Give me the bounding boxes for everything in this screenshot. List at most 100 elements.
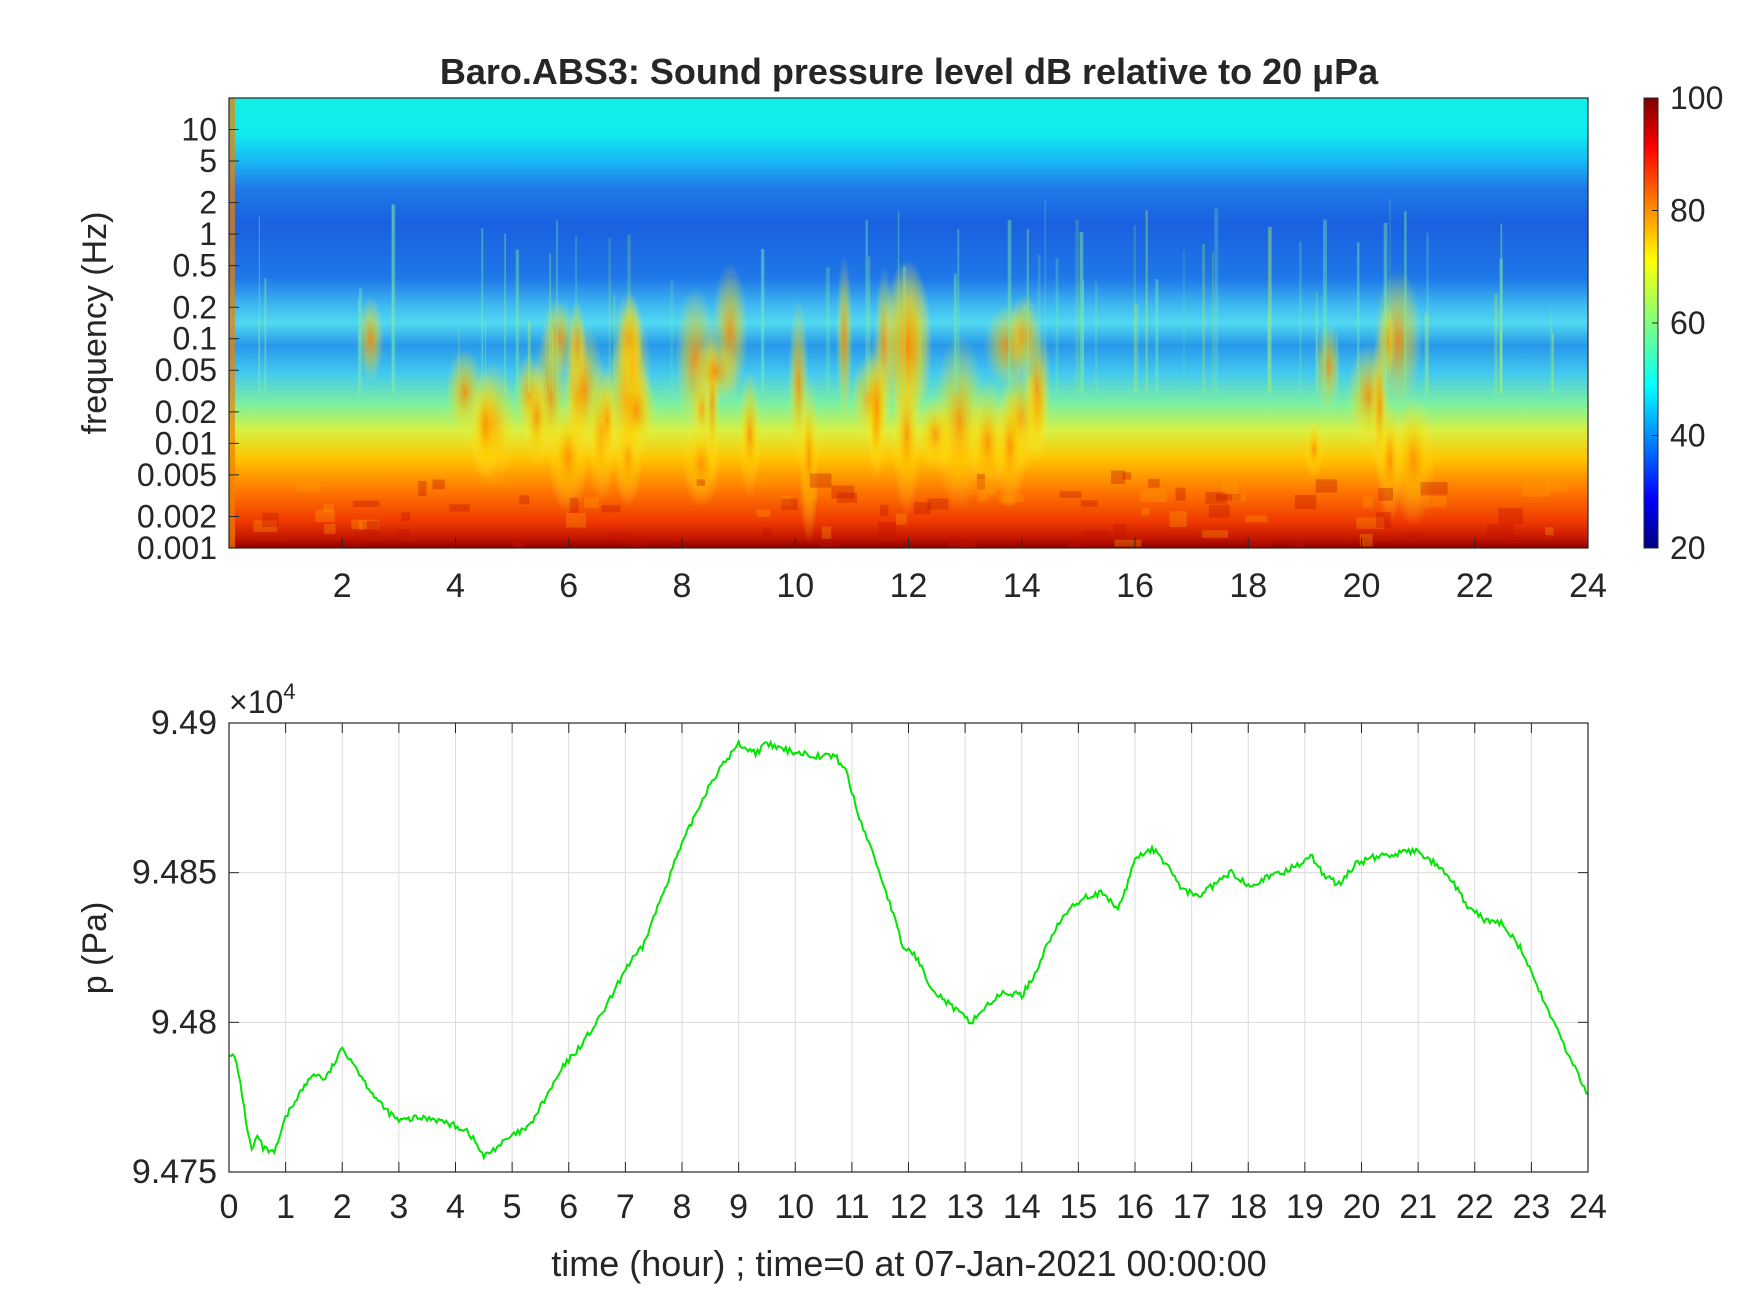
line-y-tick-label: 9.49 bbox=[151, 704, 217, 742]
spectrogram-low-cell bbox=[1208, 504, 1230, 518]
spectrogram-low-cell bbox=[449, 504, 470, 512]
spectrogram-low-cell bbox=[1169, 511, 1187, 528]
spectrogram-low-cell bbox=[1420, 482, 1448, 496]
spectrogram-low-cell bbox=[1247, 540, 1272, 548]
spectrogram-left-edge bbox=[229, 98, 235, 548]
line-x-tick-label: 15 bbox=[1059, 1188, 1097, 1226]
line-x-tick-label: 12 bbox=[890, 1188, 928, 1226]
spectrogram-x-tick-label: 14 bbox=[1003, 567, 1041, 605]
spectrogram-low-cell bbox=[1509, 536, 1522, 544]
spectrogram-low-cell bbox=[1140, 489, 1168, 502]
spectrogram-low-cell bbox=[803, 490, 818, 502]
pressure-series-line bbox=[229, 738, 1588, 1161]
colorbar-tick-label: 40 bbox=[1670, 418, 1706, 454]
line-x-tick-label: 13 bbox=[946, 1188, 984, 1226]
line-y-tick-label: 9.485 bbox=[132, 854, 217, 892]
line-x-tick-label: 19 bbox=[1286, 1188, 1324, 1226]
spectrogram-low-cell bbox=[1425, 492, 1447, 508]
spectrogram-low-cell bbox=[927, 498, 949, 510]
spectrogram-x-tick-label: 10 bbox=[776, 567, 814, 605]
spectrogram-low-cell bbox=[396, 529, 410, 536]
spectrogram-low-cell bbox=[1359, 533, 1373, 547]
spectrogram-low-cell bbox=[1245, 515, 1268, 523]
line-x-tick-label: 6 bbox=[559, 1188, 578, 1226]
spectrogram-low-cell bbox=[418, 481, 427, 497]
spectrogram-low-cell bbox=[1315, 479, 1338, 493]
spectrogram-x-tick-label: 2 bbox=[333, 567, 352, 605]
spectrogram-low-cell bbox=[1522, 481, 1550, 497]
spectrogram-low-cell bbox=[976, 474, 986, 490]
spectrogram-x-tick-label: 20 bbox=[1343, 567, 1381, 605]
line-x-tick-label: 7 bbox=[616, 1188, 635, 1226]
spectrogram-hot-patch bbox=[1314, 321, 1342, 411]
chart-title: Baro.ABS3: Sound pressure level dB relat… bbox=[440, 51, 1379, 92]
spectrogram-low-cell bbox=[358, 519, 380, 530]
spectrogram-streaks bbox=[253, 198, 1568, 548]
spectrogram-low-cell bbox=[913, 502, 931, 515]
spectrogram-low-cell bbox=[1082, 530, 1110, 547]
spectrogram-y-tick-label: 0.02 bbox=[155, 394, 217, 430]
line-x-tick-label: 20 bbox=[1343, 1188, 1381, 1226]
line-x-tick-label: 3 bbox=[389, 1188, 408, 1226]
spectrogram-low-cell bbox=[1378, 487, 1394, 501]
line-plot-grid bbox=[229, 723, 1588, 1172]
spectrogram-low-cell bbox=[253, 520, 277, 532]
spectrogram-low-cell bbox=[569, 497, 579, 513]
colorbar-tick-label: 100 bbox=[1670, 80, 1723, 116]
spectrogram-low-cell bbox=[1545, 480, 1568, 492]
colorbar-tick-label: 60 bbox=[1670, 305, 1706, 341]
spectrogram-y-tick-label: 0.005 bbox=[137, 457, 217, 493]
spectrogram-plot-area bbox=[229, 98, 1588, 548]
spectrogram-hot-patch bbox=[864, 333, 890, 481]
line-x-tick-label: 18 bbox=[1229, 1188, 1267, 1226]
spectrogram-low-cell bbox=[315, 509, 335, 522]
spectrogram-low-cell bbox=[758, 475, 774, 486]
colorbar-tick-label: 20 bbox=[1670, 530, 1706, 566]
spectrogram-hot-patch bbox=[798, 374, 819, 545]
spectrogram-low-cell bbox=[1375, 512, 1392, 528]
line-plot-y-axis: 9.475 9.48 9.485 9.49 bbox=[132, 704, 1588, 1191]
spectrogram-low-cell bbox=[1293, 541, 1305, 548]
line-x-tick-label: 0 bbox=[220, 1188, 239, 1226]
line-y-tick-label: 9.48 bbox=[151, 1003, 217, 1041]
spectrogram-low-cell bbox=[1486, 524, 1515, 540]
spectrogram-hot-patch bbox=[881, 259, 933, 435]
spectrogram-low-cell bbox=[354, 534, 364, 547]
line-x-tick-label: 5 bbox=[503, 1188, 522, 1226]
spectrogram-low-cell bbox=[262, 512, 279, 527]
spectrogram-low-cell bbox=[976, 493, 987, 502]
spectrogram-hot-patch bbox=[1304, 419, 1324, 481]
spectrogram-low-cell bbox=[1122, 472, 1132, 480]
line-plot-x-axis: 0 1 2 3 4 5 6 7 8 9 10 11 12 13 14 15 16 17 18 19 20 21 22 23 24 bbox=[220, 723, 1607, 1226]
spectrogram-y-label: frequency (Hz) bbox=[76, 212, 114, 435]
spectrogram-low-cell bbox=[836, 492, 858, 503]
spectrogram-low-cell bbox=[831, 485, 855, 499]
spectrogram-y-tick-label: 0.2 bbox=[173, 289, 217, 325]
spectrogram-low-cell bbox=[601, 505, 621, 513]
spectrogram-low-cell bbox=[1148, 478, 1160, 488]
spectrogram-x-tick-label: 22 bbox=[1456, 567, 1494, 605]
spectrogram-low-cell bbox=[512, 541, 522, 548]
spectrogram-low-cell bbox=[432, 479, 445, 490]
spectrogram-low-cell bbox=[1545, 527, 1554, 536]
spectrogram-hot-patch bbox=[1007, 294, 1041, 377]
line-x-tick-label: 14 bbox=[1003, 1188, 1041, 1226]
spectrogram-low-cell bbox=[958, 541, 974, 548]
spectrogram-x-tick-label: 6 bbox=[559, 567, 578, 605]
spectrogram-hot-patch bbox=[615, 365, 658, 456]
spectrogram-y-tick-label: 0.001 bbox=[137, 530, 217, 566]
spectrogram-low-cell bbox=[352, 500, 380, 507]
spectrogram-low-cell bbox=[401, 512, 410, 522]
spectrogram-activity bbox=[357, 254, 1436, 545]
line-y-tick-label: 9.475 bbox=[132, 1153, 217, 1191]
spectrogram-low-cell bbox=[1205, 491, 1228, 504]
spectrogram-y-tick-label: 0.05 bbox=[155, 352, 217, 388]
line-x-tick-label: 9 bbox=[729, 1188, 748, 1226]
spectrogram-hot-patch bbox=[1378, 303, 1396, 381]
line-plot-y-label: p (Pa) bbox=[76, 902, 114, 995]
spectrogram-y-tick-label: 0.01 bbox=[155, 425, 217, 461]
spectrogram-low-cell bbox=[492, 471, 519, 483]
spectrogram-low-cell bbox=[323, 504, 334, 513]
spectrogram-low-cell bbox=[1067, 537, 1083, 548]
spectrogram-low-cell bbox=[821, 526, 832, 539]
